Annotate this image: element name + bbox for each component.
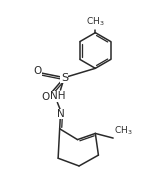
Text: NH: NH — [50, 91, 66, 101]
Text: N: N — [57, 109, 64, 119]
Text: CH$_3$: CH$_3$ — [114, 124, 133, 137]
Text: CH$_3$: CH$_3$ — [86, 16, 105, 28]
Text: O: O — [34, 66, 42, 76]
Text: O: O — [42, 92, 50, 102]
Text: S: S — [61, 73, 68, 83]
